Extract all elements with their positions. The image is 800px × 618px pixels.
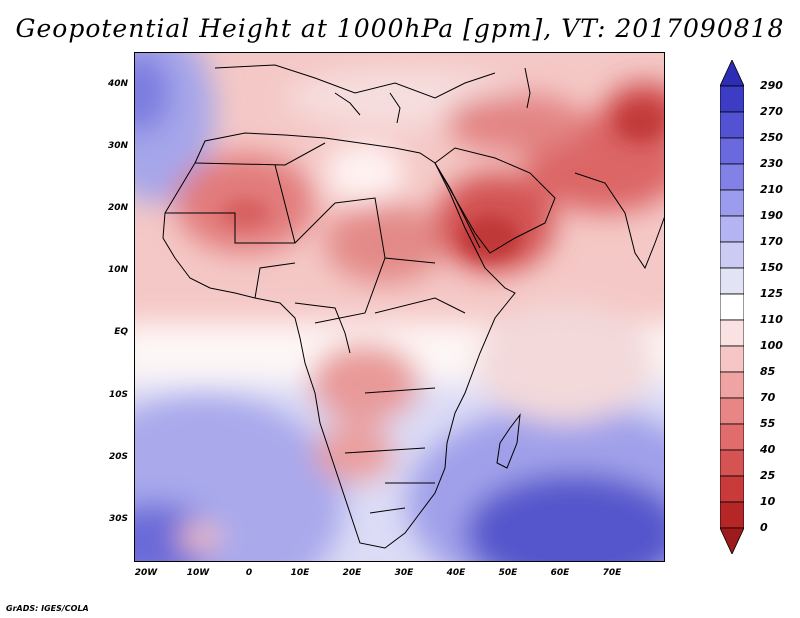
colorbar-swatch	[720, 345, 744, 373]
grads-credit: GrADS: IGES/COLA	[6, 604, 89, 613]
colorbar-label: 125	[760, 287, 783, 300]
colorbar-swatch	[720, 137, 744, 165]
colorbar-label: 190	[760, 209, 783, 222]
colorbar-swatch	[720, 189, 744, 217]
colorbar-swatch	[720, 501, 744, 529]
colorbar-label: 40	[760, 443, 776, 456]
colorbar-label: 85	[760, 365, 776, 378]
chart-title: Geopotential Height at 1000hPa [gpm], VT…	[15, 14, 785, 43]
lon-label-70e: 70E	[602, 568, 622, 578]
lon-label-20e: 20E	[342, 568, 362, 578]
colorbar-label: 270	[760, 105, 783, 118]
lon-label-60e: 60E	[550, 568, 570, 578]
colorbar-swatch	[720, 371, 744, 399]
colorbar-swatch	[720, 111, 744, 139]
colorbar-label: 70	[760, 391, 776, 404]
lat-label-30s: 30S	[108, 514, 128, 524]
colorbar-swatch	[720, 85, 744, 113]
colorbar-label: 10	[760, 495, 776, 508]
colorbar-label: 250	[760, 131, 783, 144]
coastlines-and-borders	[162, 64, 664, 549]
lon-label-10e: 10E	[290, 568, 310, 578]
lat-label-20s: 20S	[108, 452, 128, 462]
lon-label-30e: 30E	[394, 568, 414, 578]
colorbar	[720, 60, 744, 554]
colorbar-swatch	[720, 267, 744, 295]
height-field-shading	[135, 53, 664, 561]
colorbar-swatch	[720, 241, 744, 269]
colorbar-label: 100	[760, 339, 783, 352]
colorbar-label: 55	[760, 417, 776, 430]
colorbar-swatch	[720, 293, 744, 321]
colorbar-swatch	[720, 163, 744, 191]
colorbar-label: 150	[760, 261, 783, 274]
colorbar-swatch	[720, 397, 744, 425]
lat-label-eq: EQ	[114, 327, 128, 337]
colorbar-label: 290	[760, 79, 783, 92]
geopotential-height-map	[134, 52, 665, 562]
lat-label-40n: 40N	[107, 79, 128, 89]
colorbar-swatch	[720, 423, 744, 451]
colorbar-label: 210	[760, 183, 783, 196]
colorbar-label: 170	[760, 235, 783, 248]
lon-label-50e: 50E	[498, 568, 518, 578]
lon-label-20w: 20W	[134, 568, 158, 578]
colorbar-label: 110	[760, 313, 783, 326]
lat-label-30n: 30N	[107, 141, 128, 151]
colorbar-bottom-triangle	[720, 527, 744, 554]
lat-label-10n: 10N	[107, 265, 128, 275]
lat-label-10s: 10S	[108, 390, 128, 400]
colorbar-swatch	[720, 319, 744, 347]
colorbar-label: 0	[760, 521, 768, 534]
lat-label-20n: 20N	[107, 203, 128, 213]
colorbar-swatch	[720, 475, 744, 503]
lon-label-0: 0	[245, 568, 253, 578]
colorbar-swatch	[720, 449, 744, 477]
lon-label-10w: 10W	[186, 568, 210, 578]
colorbar-top-triangle	[720, 60, 744, 87]
colorbar-label: 230	[760, 157, 783, 170]
lon-label-40e: 40E	[446, 568, 466, 578]
colorbar-swatch	[720, 215, 744, 243]
colorbar-label: 25	[760, 469, 776, 482]
